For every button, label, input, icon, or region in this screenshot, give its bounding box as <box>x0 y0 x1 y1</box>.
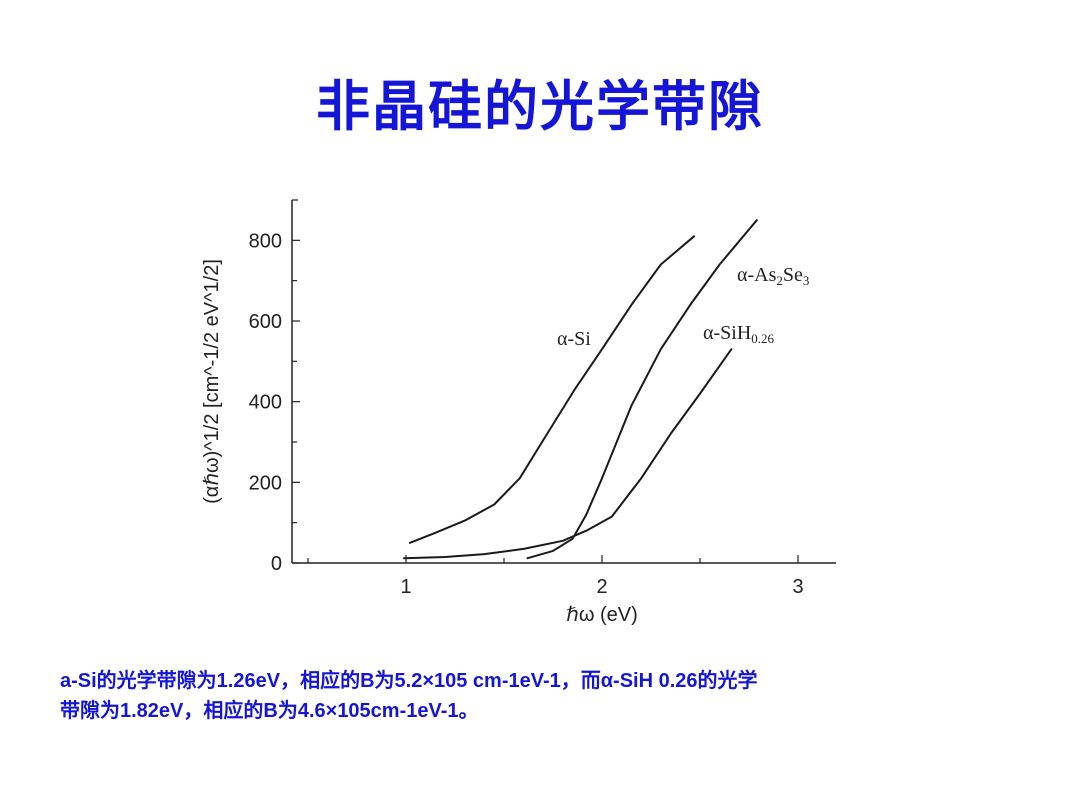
y-tick-label: 800 <box>249 230 282 252</box>
slide-title: 非晶硅的光学带隙 <box>316 74 764 138</box>
x-axis-label: ℏω (eV) <box>566 604 638 626</box>
series-line-3 <box>403 348 733 560</box>
chart-series <box>403 219 758 560</box>
y-tick-label: 400 <box>249 392 282 414</box>
series-line-2 <box>526 219 758 560</box>
series-line-1 <box>408 235 696 544</box>
y-tick-label: 600 <box>249 311 282 333</box>
chart-ticks: 0 200 400 600 800 1 2 3 <box>249 230 804 598</box>
x-tick-label: 3 <box>792 576 803 598</box>
chart-axes <box>291 199 836 564</box>
series-label-3: α-SiH0.26 <box>703 322 775 346</box>
y-tick-label: 0 <box>271 553 282 575</box>
series-label-2: α-As2Se3 <box>737 264 809 288</box>
y-tick-label: 200 <box>249 472 282 494</box>
x-tick-label: 2 <box>596 576 607 598</box>
caption-line-2: 带隙为1.82eV，相应的B为4.6×105cm-1eV-1。 <box>60 700 479 722</box>
series-label-1: α-Si <box>557 328 591 350</box>
caption: a-Si的光学带隙为1.26eV，相应的B为5.2×105 cm-1eV-1，而… <box>60 666 1040 726</box>
caption-line-1: a-Si的光学带隙为1.26eV，相应的B为5.2×105 cm-1eV-1，而… <box>60 670 758 692</box>
y-axis-label: (αℏω)^1/2 [cm^-1/2 eV^1/2] <box>201 259 223 504</box>
x-tick-label: 1 <box>400 576 411 598</box>
chart-series-labels: α-Si α-As2Se3 α-SiH0.26 <box>557 264 809 350</box>
band-gap-chart: 0 200 400 600 800 1 2 3 α-Si α-As2Se3 α-SiH0.26 ℏ… <box>201 199 836 626</box>
